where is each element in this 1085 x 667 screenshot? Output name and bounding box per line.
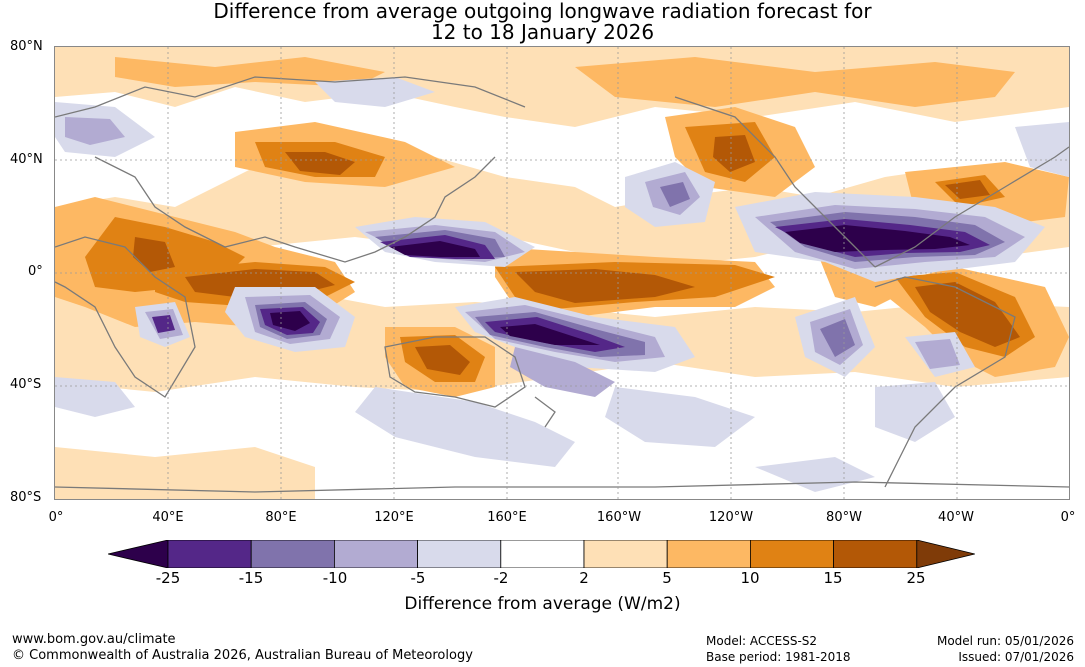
colorbar-swatch	[333, 539, 418, 569]
colorbar-tick: 2	[579, 569, 589, 587]
colorbar-swatch	[833, 539, 918, 569]
coastline-antarctica	[55, 481, 1069, 493]
chart-title-line2: 12 to 18 January 2026	[430, 20, 655, 44]
coastline-eurasia-north	[55, 76, 526, 118]
lon-label-0-left: 0°	[48, 510, 64, 525]
lat-label-80n: 80°N	[10, 39, 43, 54]
anomaly-fill-brown	[133, 135, 1020, 375]
colorbar-tick: -25	[155, 569, 181, 587]
footer-base-period: Base period: 1981-2018	[706, 650, 851, 664]
lon-label-40e: 40°E	[152, 510, 184, 525]
footer-model: Model: ACCESS-S2	[706, 634, 818, 648]
olr-anomaly-map	[54, 46, 1070, 500]
colorbar-label: Difference from average (W/m2)	[404, 594, 681, 614]
graticule	[55, 47, 1069, 499]
colorbar-swatch	[666, 539, 751, 569]
colorbar	[107, 539, 978, 569]
footer-website[interactable]: www.bom.gov.au/climate	[12, 632, 176, 647]
colorbar-tick: 10	[740, 569, 760, 587]
colorbar-swatch	[167, 539, 252, 569]
colorbar-tick: 5	[662, 569, 672, 587]
lat-label-40s: 40°S	[10, 377, 42, 392]
colorbar-swatch	[500, 539, 585, 569]
colorbar-swatch	[750, 539, 835, 569]
colorbar-tick: 15	[823, 569, 843, 587]
anomaly-fill-deep-indigo	[270, 225, 970, 345]
lon-label-120e: 120°E	[374, 510, 414, 525]
colorbar-tick: -10	[322, 569, 348, 587]
lon-label-40w: 40°W	[938, 510, 974, 525]
colorbar-tick: 25	[906, 569, 926, 587]
footer-model-run: Model run: 05/01/2026	[936, 634, 1074, 648]
colorbar-tick: -15	[238, 569, 264, 587]
lat-label-40n: 40°N	[10, 152, 43, 167]
map-canvas	[55, 47, 1069, 499]
colorbar-swatches	[107, 539, 975, 569]
coastline-australia	[384, 336, 526, 408]
lon-label-160e: 160°E	[487, 510, 527, 525]
lat-label-equator: 0°	[28, 264, 43, 279]
coastline-africa	[55, 236, 196, 398]
footer-issued: Issued: 07/01/2026	[958, 650, 1074, 664]
colorbar-arrow-low	[107, 539, 169, 569]
coastline-south-america	[874, 276, 1016, 488]
chart-title-line1: Difference from average outgoing longwav…	[213, 0, 872, 23]
coastline-north-america-west	[674, 96, 876, 268]
lon-label-80e: 80°E	[265, 510, 297, 525]
colorbar-swatch	[250, 539, 335, 569]
colorbar-tick: -5	[410, 569, 426, 587]
colorbar-tick: -2	[493, 569, 509, 587]
coastline-asia-south	[94, 156, 496, 263]
coastlines	[55, 76, 1069, 493]
colorbar-swatch	[417, 539, 502, 569]
footer-copyright: © Commonwealth of Australia 2026, Austra…	[12, 648, 473, 663]
coastline-new-zealand	[534, 396, 556, 428]
lon-label-160w: 160°W	[596, 510, 642, 525]
coastline-north-america-east	[874, 146, 1069, 268]
lat-label-80s: 80°S	[10, 490, 42, 505]
lon-label-80w: 80°W	[826, 510, 862, 525]
colorbar-arrow-high	[916, 539, 975, 569]
colorbar-swatch	[583, 539, 668, 569]
lon-label-120w: 120°W	[708, 510, 754, 525]
lon-label-0-right: 0°	[1060, 510, 1076, 525]
